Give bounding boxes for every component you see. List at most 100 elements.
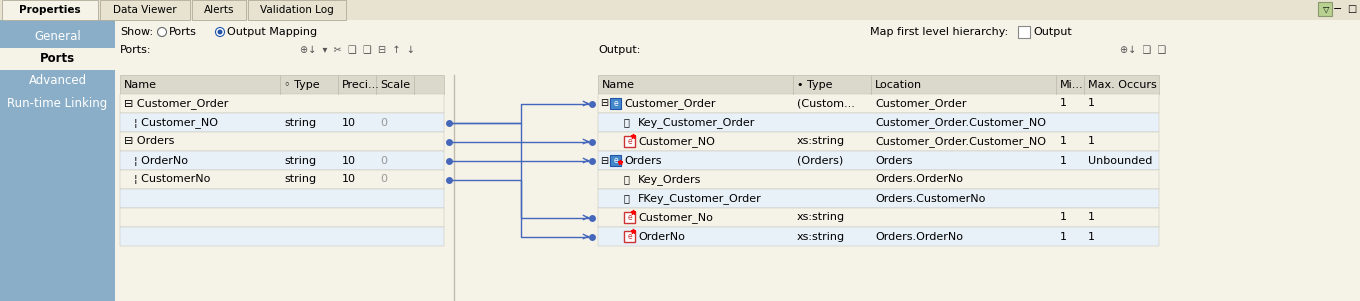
Text: Customer_No: Customer_No (638, 212, 713, 223)
Bar (598, 151, 1159, 170)
Bar (120, 132, 443, 151)
Text: Customer_Order.Customer_NO: Customer_Order.Customer_NO (874, 117, 1046, 128)
Bar (101, 0, 190, 20)
Bar (120, 151, 443, 170)
Bar (598, 75, 1159, 94)
Bar (611, 155, 622, 166)
Text: (Orders): (Orders) (797, 156, 843, 166)
Text: −: − (1333, 4, 1342, 14)
Bar (120, 227, 443, 246)
Text: xs:string: xs:string (797, 231, 845, 241)
Text: Key_Orders: Key_Orders (638, 174, 702, 185)
Text: ⊟: ⊟ (600, 98, 608, 108)
Bar (624, 231, 635, 242)
Text: Run-time Linking: Run-time Linking (7, 97, 107, 110)
Text: Name: Name (602, 79, 635, 89)
Bar (120, 94, 443, 113)
Text: Customer_Order: Customer_Order (624, 98, 715, 109)
Text: Show:: Show: (120, 27, 154, 37)
Text: 0: 0 (379, 156, 388, 166)
Bar (120, 75, 443, 94)
Text: (Custom...: (Custom... (797, 98, 855, 108)
Bar (120, 113, 443, 132)
Text: 1: 1 (1059, 231, 1068, 241)
Bar (598, 113, 1159, 132)
Bar (0, 0, 1360, 20)
Circle shape (158, 27, 166, 36)
Text: Ports: Ports (39, 52, 75, 66)
Bar (598, 170, 1159, 189)
Text: string: string (284, 117, 316, 128)
Text: 1: 1 (1059, 136, 1068, 147)
Text: Advanced: Advanced (29, 75, 87, 88)
Text: Customer_NO: Customer_NO (638, 136, 715, 147)
Bar (598, 132, 1159, 151)
Text: Name: Name (124, 79, 156, 89)
Text: Ports: Ports (169, 27, 197, 37)
Text: ⊟: ⊟ (600, 156, 608, 166)
Circle shape (215, 27, 224, 36)
Text: e: e (627, 213, 632, 222)
Text: Customer_Order: Customer_Order (874, 98, 967, 109)
Text: FKey_Customer_Order: FKey_Customer_Order (638, 193, 762, 204)
Text: Properties: Properties (19, 5, 80, 15)
Bar (611, 98, 622, 109)
Text: Key_Customer_Order: Key_Customer_Order (638, 117, 755, 128)
Text: ⊕↓  ▾  ✂  ❑  ❑  ⊟  ↑  ↓: ⊕↓ ▾ ✂ ❑ ❑ ⊟ ↑ ↓ (301, 45, 415, 55)
Text: 🔑: 🔑 (624, 117, 630, 128)
Text: string: string (284, 156, 316, 166)
Circle shape (218, 29, 223, 35)
Bar (598, 208, 1159, 227)
Text: 1: 1 (1088, 98, 1095, 108)
Bar (598, 189, 1159, 208)
Text: 1: 1 (1059, 213, 1068, 222)
Text: 1: 1 (1088, 231, 1095, 241)
Bar (624, 136, 635, 147)
Text: 1: 1 (1059, 98, 1068, 108)
Bar (120, 208, 443, 227)
Text: ¦ CustomerNo: ¦ CustomerNo (135, 175, 211, 185)
Text: Unbounded: Unbounded (1088, 156, 1152, 166)
Text: Validation Log: Validation Log (260, 5, 333, 15)
Text: xs:string: xs:string (797, 136, 845, 147)
Text: string: string (284, 175, 316, 185)
Text: 0: 0 (379, 175, 388, 185)
Text: Mi...: Mi... (1059, 79, 1084, 89)
Bar (624, 212, 635, 223)
Bar (598, 94, 1159, 113)
Bar (1, 0, 98, 20)
Text: Orders: Orders (874, 156, 913, 166)
Text: Orders.CustomerNo: Orders.CustomerNo (874, 194, 986, 203)
Text: 1: 1 (1088, 213, 1095, 222)
Text: Orders.OrderNo: Orders.OrderNo (874, 175, 963, 185)
Text: Orders.OrderNo: Orders.OrderNo (874, 231, 963, 241)
Text: Alerts: Alerts (204, 5, 234, 15)
Text: Output: Output (1034, 27, 1072, 37)
Text: Data Viewer: Data Viewer (113, 5, 177, 15)
Bar (598, 227, 1159, 246)
Text: ◦ Type: ◦ Type (284, 79, 320, 89)
Text: Max. Occurs: Max. Occurs (1088, 79, 1157, 89)
Text: OrderNo: OrderNo (638, 231, 685, 241)
Bar (120, 189, 443, 208)
Text: e: e (613, 99, 617, 108)
Text: e: e (627, 137, 632, 146)
Text: Customer_Order.Customer_NO: Customer_Order.Customer_NO (874, 136, 1046, 147)
Text: Output Mapping: Output Mapping (227, 27, 317, 37)
Text: ⊟ Customer_Order: ⊟ Customer_Order (124, 98, 228, 109)
Text: ¦ OrderNo: ¦ OrderNo (135, 156, 188, 166)
Text: 1: 1 (1088, 136, 1095, 147)
Text: Map first level hierarchy:: Map first level hierarchy: (870, 27, 1008, 37)
Text: Ports:: Ports: (120, 45, 151, 55)
Bar (192, 0, 246, 20)
Text: □: □ (1348, 4, 1357, 14)
Text: 🔑: 🔑 (624, 175, 630, 185)
Text: Scale: Scale (379, 79, 411, 89)
Text: e: e (627, 232, 632, 241)
Text: ¦ Customer_NO: ¦ Customer_NO (135, 117, 218, 128)
Text: 1: 1 (1059, 156, 1068, 166)
Text: Output:: Output: (598, 45, 641, 55)
Bar (120, 170, 443, 189)
Bar (0, 48, 116, 70)
Text: Preci...: Preci... (341, 79, 379, 89)
